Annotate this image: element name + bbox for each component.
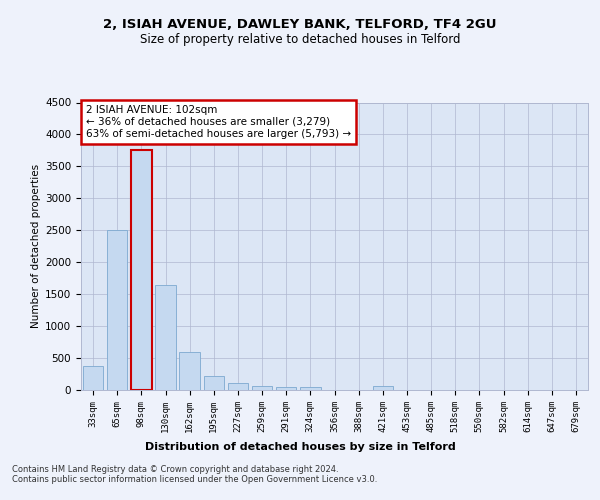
Text: Size of property relative to detached houses in Telford: Size of property relative to detached ho…: [140, 32, 460, 46]
Bar: [252, 386, 272, 390]
Bar: [227, 384, 248, 390]
Text: Distribution of detached houses by size in Telford: Distribution of detached houses by size …: [145, 442, 455, 452]
Text: 2 ISIAH AVENUE: 102sqm
← 36% of detached houses are smaller (3,279)
63% of semi-: 2 ISIAH AVENUE: 102sqm ← 36% of detached…: [86, 106, 351, 138]
Y-axis label: Number of detached properties: Number of detached properties: [31, 164, 41, 328]
Text: 2, ISIAH AVENUE, DAWLEY BANK, TELFORD, TF4 2GU: 2, ISIAH AVENUE, DAWLEY BANK, TELFORD, T…: [103, 18, 497, 30]
Bar: [203, 376, 224, 390]
Text: Contains HM Land Registry data © Crown copyright and database right 2024.
Contai: Contains HM Land Registry data © Crown c…: [12, 465, 377, 484]
Bar: [155, 285, 176, 390]
Bar: [107, 230, 127, 390]
Bar: [179, 352, 200, 390]
Bar: [276, 387, 296, 390]
Bar: [373, 386, 393, 390]
Bar: [131, 150, 152, 390]
Bar: [83, 366, 103, 390]
Bar: [300, 388, 320, 390]
